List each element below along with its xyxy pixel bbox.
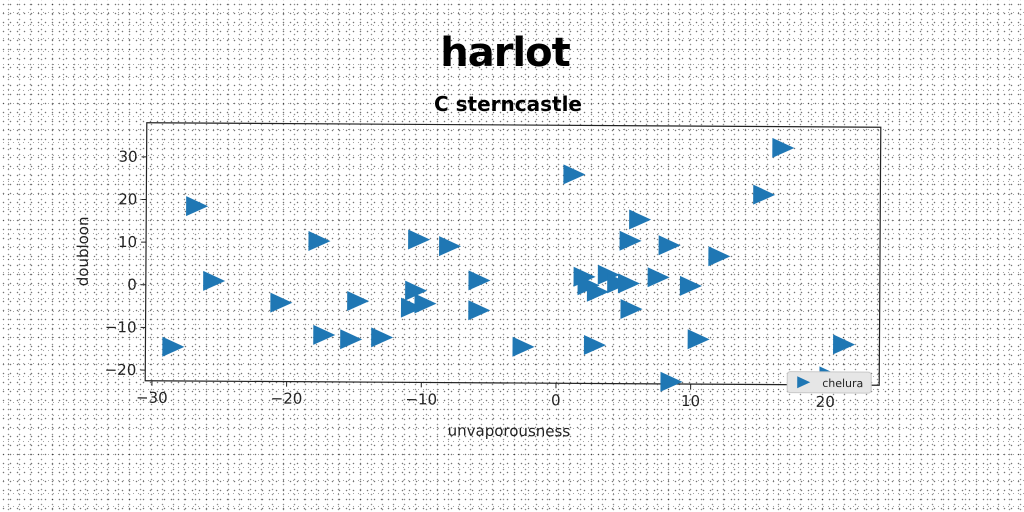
y-tick-label: −10 xyxy=(105,318,137,336)
data-point xyxy=(308,231,331,252)
legend-label: chelura xyxy=(822,377,863,390)
data-point xyxy=(405,280,428,301)
data-point xyxy=(753,184,776,205)
y-axis-label: doubloon xyxy=(74,216,92,286)
data-point xyxy=(340,329,363,350)
x-tick-label: 20 xyxy=(816,393,835,411)
legend: chelura xyxy=(786,371,872,394)
data-point xyxy=(660,371,683,392)
chart-subtitle: C sterncastle xyxy=(433,92,582,116)
y-tick-label: 0 xyxy=(127,276,137,294)
data-point xyxy=(400,297,423,318)
data-point xyxy=(586,281,609,302)
y-tick-label: 30 xyxy=(118,148,137,166)
data-point xyxy=(772,137,795,158)
y-tick-label: 10 xyxy=(118,233,137,251)
x-tick-label: 10 xyxy=(681,392,700,410)
legend-marker-icon xyxy=(797,376,811,389)
y-tick-label: 20 xyxy=(118,190,137,208)
data-point xyxy=(414,293,437,314)
data-point xyxy=(687,329,710,350)
y-tick-label: −20 xyxy=(105,361,137,379)
data-point xyxy=(408,229,431,250)
data-point xyxy=(619,230,642,251)
data-point xyxy=(512,336,535,357)
data-point xyxy=(347,290,370,311)
chart-title: harlot xyxy=(440,30,571,76)
data-point xyxy=(708,246,731,267)
y-axis: −20 −10 0 10 20 30 xyxy=(105,148,147,379)
data-point xyxy=(203,270,226,291)
x-tick-label: −20 xyxy=(271,390,303,408)
data-point xyxy=(468,270,491,291)
x-axis-label: unvaporousness xyxy=(448,422,571,441)
data-point xyxy=(629,209,652,230)
data-point xyxy=(270,292,293,313)
data-points xyxy=(162,137,856,392)
data-point xyxy=(617,273,640,294)
plot-area-frame xyxy=(144,122,882,386)
legend-box xyxy=(786,371,872,394)
data-point xyxy=(620,299,643,320)
data-point xyxy=(583,335,606,356)
data-point xyxy=(313,324,336,345)
x-tick-label: −10 xyxy=(405,390,437,408)
data-point xyxy=(468,300,491,321)
data-point xyxy=(563,164,586,185)
x-tick-label: −30 xyxy=(136,389,168,407)
data-point xyxy=(186,196,209,217)
data-point xyxy=(162,336,185,357)
data-point xyxy=(371,327,394,348)
data-point xyxy=(833,334,856,355)
x-axis: −30 −20 −10 0 10 20 xyxy=(136,380,835,411)
data-point xyxy=(647,267,670,288)
x-tick-label: 0 xyxy=(551,391,561,409)
data-point xyxy=(679,275,702,296)
data-point xyxy=(439,236,462,257)
data-point xyxy=(658,235,681,256)
